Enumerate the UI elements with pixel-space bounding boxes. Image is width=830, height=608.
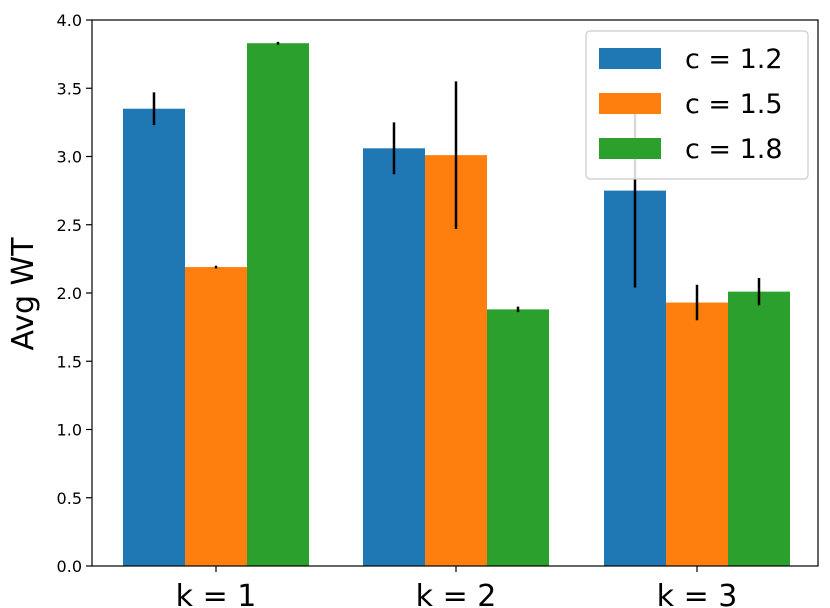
y-tick-label-8: 3.5	[57, 79, 82, 98]
legend-label-1: c = 1.2	[685, 44, 783, 75]
legend-swatch-2	[599, 93, 661, 114]
y-tick-label-1: 0.0	[57, 557, 82, 576]
legend-label-2: c = 1.5	[685, 89, 783, 120]
bar-1-2	[363, 148, 425, 566]
legend-swatch-3	[599, 138, 661, 159]
bar-3-1	[247, 43, 309, 566]
bar-3-2	[487, 309, 549, 566]
y-tick-label-4: 1.5	[57, 352, 82, 371]
axes-layer: 0.0 0.5 1.0 1.5 2.0 2.5 3.0 3.5 4.0 k = 1 k = 2 k =…	[57, 11, 819, 608]
y-tick-label-3: 1.0	[57, 421, 82, 440]
bars-layer	[123, 43, 790, 566]
legend-swatch-1	[599, 48, 661, 69]
y-axis-title: Avg WT	[6, 237, 41, 351]
bar-1-1	[123, 108, 185, 566]
y-tick-label-7: 3.0	[57, 148, 82, 167]
y-tick-label-5: 2.0	[57, 284, 82, 303]
y-tick-label-6: 2.5	[57, 216, 82, 235]
legend-label-3: c = 1.8	[685, 134, 783, 165]
x-tick-label-1: k = 1	[176, 579, 257, 608]
y-tick-label-2: 0.5	[57, 489, 82, 508]
bar-2-1	[185, 267, 247, 566]
x-tick-label-2: k = 2	[416, 579, 497, 608]
y-tick-label-9: 4.0	[57, 11, 82, 30]
x-tick-label-3: k = 3	[657, 579, 738, 608]
bar-3-3	[728, 291, 790, 566]
bar-2-3	[666, 302, 728, 566]
legend: c = 1.2 c = 1.5 c = 1.8	[585, 30, 809, 180]
